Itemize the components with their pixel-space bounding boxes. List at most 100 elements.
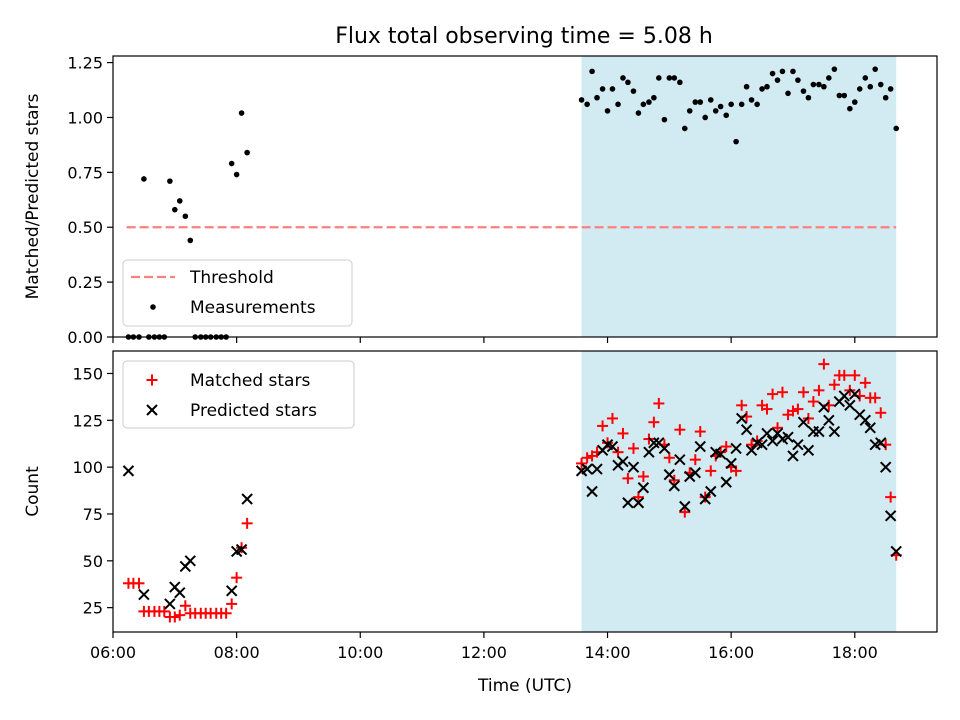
matched-star-point	[705, 465, 717, 477]
predicted-star-point	[643, 446, 655, 458]
measurement-point	[816, 81, 822, 88]
predicted-star-point	[740, 423, 753, 436]
predicted-star-point	[637, 482, 650, 494]
matched-star-point	[849, 369, 861, 381]
matched-star-point	[627, 442, 639, 454]
predicted-star-point	[875, 437, 887, 449]
legend-box	[122, 360, 355, 429]
measurement-point	[594, 94, 600, 101]
matched-star-point	[637, 471, 649, 483]
x-tick-label: 06:00	[90, 643, 136, 662]
predicted-stars-points	[122, 388, 902, 610]
matched-star-point	[689, 454, 701, 466]
matched-star-point	[818, 358, 830, 370]
predicted-star-point	[714, 448, 727, 460]
y-tick-label: 0.25	[67, 273, 103, 292]
matched-star-point	[694, 426, 706, 438]
x-tick-label: 12:00	[461, 643, 507, 662]
matched-star-point	[776, 386, 788, 398]
y-tick-label: 100	[72, 458, 103, 477]
measurement-point	[764, 83, 770, 90]
measurement-point	[702, 114, 708, 121]
matched-star-point	[632, 491, 644, 503]
matched-star-point	[699, 491, 711, 503]
predicted-star-point	[679, 500, 691, 513]
predicted-star-point	[761, 427, 773, 440]
measurement-point	[233, 171, 240, 178]
measurement-point	[826, 75, 832, 81]
measurement-point	[666, 75, 673, 81]
x-tick-label: 16:00	[708, 643, 754, 662]
matched-star-point	[220, 607, 232, 619]
matched-star-point	[767, 388, 779, 400]
matched-star-point	[859, 377, 871, 389]
matched-star-point	[169, 611, 181, 623]
predicted-star-point	[792, 438, 804, 451]
measurement-point	[862, 75, 869, 81]
predicted-star-point	[694, 440, 706, 453]
top-legend: Threshold Measurements	[122, 259, 353, 327]
measurement-point	[697, 99, 704, 105]
predicted-star-point	[627, 461, 640, 473]
measurement-point	[589, 68, 595, 75]
measurement-point	[167, 178, 173, 184]
measurement-point	[238, 110, 245, 116]
predicted-star-point	[828, 425, 841, 438]
measurement-point	[182, 213, 189, 220]
measurement-point	[677, 79, 683, 86]
legend-matched-swatch	[146, 374, 158, 386]
legend-threshold-label: Threshold	[189, 268, 274, 288]
predicted-star-point	[766, 435, 779, 447]
measurement-point	[748, 97, 755, 103]
measurement-point	[790, 68, 796, 75]
matched-star-point	[179, 600, 191, 612]
matched-star-point	[133, 577, 145, 589]
measurement-point	[847, 105, 853, 112]
measurement-point	[738, 101, 745, 108]
predicted-star-point	[138, 588, 150, 601]
predicted-star-point	[122, 465, 135, 477]
measurement-point	[831, 66, 838, 72]
x-tick-label: 10:00	[337, 643, 383, 662]
legend-measurements-swatch	[150, 304, 156, 310]
measurement-point	[671, 75, 678, 81]
predicted-star-point	[745, 444, 758, 456]
predicted-star-point	[730, 442, 742, 455]
predicted-star-point	[689, 467, 702, 479]
measurement-point	[795, 77, 801, 83]
predicted-star-point	[879, 461, 892, 473]
measurement-point	[656, 75, 662, 81]
x-tick-label: 14:00	[584, 643, 630, 662]
x-axis-label: Time (UTC)	[477, 676, 572, 696]
matched-star-point	[612, 446, 624, 458]
matched-star-point	[736, 399, 748, 411]
predicted-star-point	[164, 598, 176, 610]
measurement-point	[867, 83, 874, 90]
y-tick-label: 0.75	[67, 163, 103, 182]
predicted-star-point	[844, 399, 856, 412]
matched-star-point	[622, 472, 634, 484]
bottom-legend: Matched stars Predicted stars	[122, 360, 355, 429]
predicted-star-point	[849, 388, 861, 400]
measurement-point	[821, 83, 827, 90]
legend-measurements-label: Measurements	[190, 298, 316, 318]
predicted-star-point	[787, 450, 799, 462]
predicted-star-point	[241, 493, 253, 505]
measurement-point	[141, 176, 147, 182]
measurement-point	[646, 99, 652, 105]
measurement-point	[733, 138, 739, 145]
predicted-star-point	[890, 545, 902, 558]
predicted-star-point	[838, 390, 850, 402]
predicted-star-point	[802, 444, 815, 456]
matched-star-point	[653, 397, 665, 409]
matched-star-point	[597, 420, 609, 432]
predicted-star-point	[235, 543, 248, 556]
matched-star-point	[797, 386, 809, 398]
x-tick-label: 08:00	[214, 643, 260, 662]
measurement-point	[172, 206, 178, 213]
measurement-point	[625, 79, 631, 86]
measurement-point	[743, 83, 750, 90]
predicted-star-point	[591, 463, 603, 475]
y-tick-label: 1.25	[67, 54, 103, 73]
matched-star-point	[226, 598, 238, 610]
